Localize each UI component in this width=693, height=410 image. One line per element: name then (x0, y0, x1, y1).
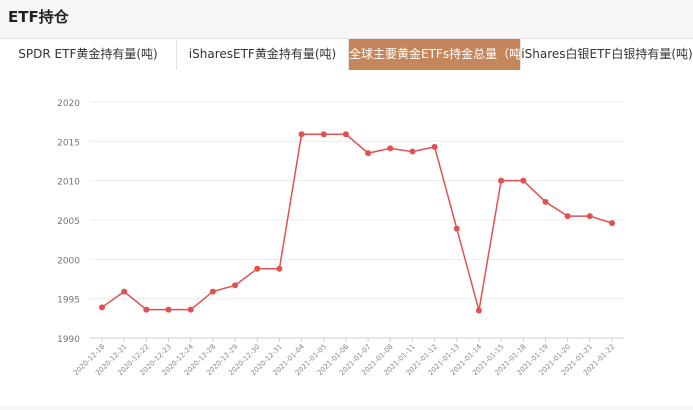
data-point (498, 177, 505, 184)
data-point (209, 288, 216, 295)
data-point (453, 225, 460, 232)
y-tick-label: 2010 (57, 178, 80, 188)
data-point (564, 213, 571, 220)
data-point (254, 265, 261, 272)
data-point (320, 131, 327, 138)
y-tick-label: 2005 (57, 217, 80, 227)
data-point (387, 145, 394, 152)
tab-bar: SPDR ETF黄金持有量(吨) iSharesETF黄金持有量(吨) 全球主要… (0, 38, 693, 71)
data-point (542, 198, 549, 205)
y-tick-label: 2020 (57, 99, 80, 109)
tab-global-gold-etfs[interactable]: 全球主要黄金ETFs持金总量（吨） (349, 39, 521, 70)
data-point (586, 213, 593, 220)
tab-ishares-gold[interactable]: iSharesETF黄金持有量(吨) (177, 39, 349, 70)
data-point (121, 288, 128, 295)
y-tick-label: 2015 (57, 138, 80, 148)
data-point (276, 265, 283, 272)
data-point (609, 220, 615, 227)
line-chart: 19901995200020052010201520202020-12-1820… (57, 99, 624, 377)
chart-area: 1990 1995 2000 2005 2010 2015 2020 2020-12-18 20… (0, 70, 693, 406)
data-point (520, 177, 527, 184)
y-tick-label: 1990 (57, 335, 80, 345)
y-tick-label: 1995 (57, 296, 80, 306)
page-title: ETF持仓 (8, 8, 69, 26)
tab-spdr-gold[interactable]: SPDR ETF黄金持有量(吨) (0, 39, 177, 70)
data-point (475, 307, 482, 314)
tab-ishares-silver[interactable]: iShares白银ETF白银持有量(吨) (521, 47, 693, 61)
data-point (409, 148, 416, 155)
data-point (431, 143, 438, 150)
data-point (342, 131, 349, 138)
data-point (365, 150, 372, 157)
series-line (101, 133, 613, 311)
y-tick-label: 2000 (57, 256, 80, 266)
data-point (298, 131, 305, 138)
data-point (99, 304, 105, 311)
data-point (232, 282, 239, 289)
data-point (187, 306, 194, 313)
data-point (165, 306, 172, 313)
data-point (143, 306, 150, 313)
